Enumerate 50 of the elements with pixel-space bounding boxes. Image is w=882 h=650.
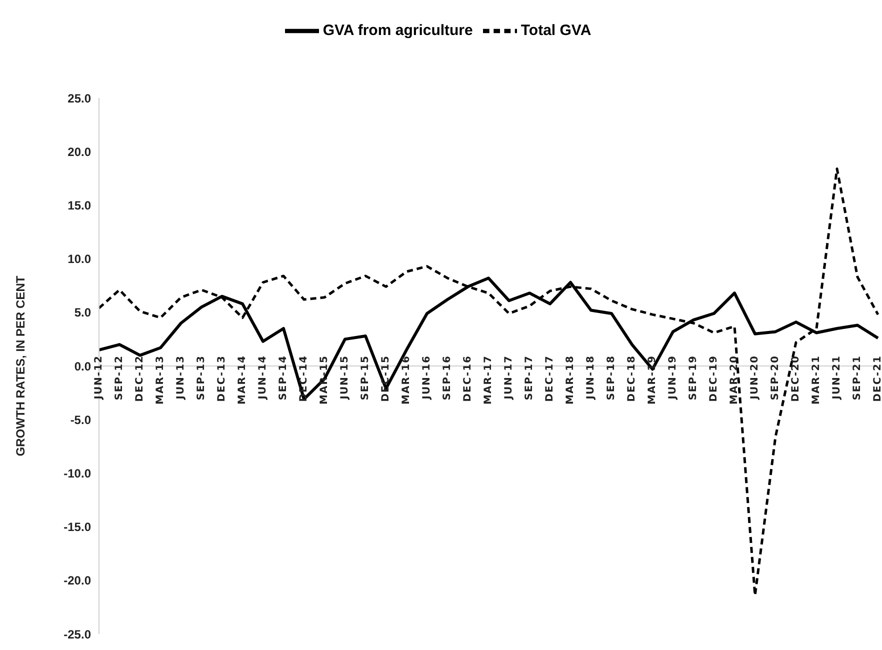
x-tick-label: SEP-12 [114,355,125,400]
x-tick-label: SEP-14 [278,355,289,400]
x-tick-label: DEC-21 [872,355,882,402]
x-tick-label: MAR-13 [155,355,166,404]
x-tick-label: SEP-21 [852,355,863,400]
x-tick-label: JUN-13 [176,355,186,400]
y-tick-label: -20.0 [64,574,92,588]
x-tick-label: DEC-17 [544,355,556,402]
x-tick-label: DEC-18 [626,355,638,402]
x-tick-label: JUN-20 [750,355,760,400]
y-tick-label: 20.0 [68,144,92,159]
y-tick-label: 5.0 [74,306,92,320]
x-tick-label: JUN-19 [668,355,678,400]
y-tick-label: -5.0 [70,412,92,427]
y-tick-label: -15.0 [64,520,92,534]
x-tick-label: SEP-20 [770,355,781,400]
y-tick-label: 25.0 [68,91,92,106]
x-tick-label: DEC-16 [462,355,474,402]
y-tick-label: 15.0 [68,198,92,212]
x-tick-label: JUN-14 [258,355,268,400]
x-tick-label: JUN-16 [422,355,432,400]
x-tick-label: SEP-17 [524,355,535,400]
y-tick-label: 0.0 [74,359,92,374]
x-tick-label: DEC-13 [216,355,228,402]
x-tick-label: MAR-17 [483,355,494,404]
x-tick-label: DEC-15 [380,355,392,402]
y-tick-label: -10.0 [64,466,92,480]
x-tick-label: SEP-18 [606,355,617,400]
y-tick-label: 10.0 [68,252,92,266]
x-tick-label: JUN-21 [832,355,842,400]
x-tick-label: SEP-19 [688,355,699,400]
x-tick-label: DEC-19 [708,355,720,402]
x-tick-label: SEP-15 [360,355,371,400]
x-tick-label: SEP-16 [442,355,453,400]
x-tick-label: MAR-18 [565,355,576,404]
y-tick-label: -25.0 [64,627,92,642]
y-axis-title: GROWTH RATES, IN PER CENT [13,275,28,456]
x-tick-label: DEC-20 [790,355,802,402]
x-tick-label: JUN-15 [340,355,350,400]
x-tick-label: MAR-20 [729,355,740,404]
x-tick-label: MAR-21 [811,355,822,404]
x-tick-label: MAR-14 [237,355,248,404]
x-tick-label: MAR-16 [401,355,412,404]
x-tick-label: SEP-13 [196,355,207,400]
legend-label: Total GVA [520,22,592,39]
legend-label: GVA from agriculture [322,22,473,39]
x-tick-label: JUN-12 [94,355,104,400]
x-tick-label: JUN-17 [504,355,514,400]
x-tick-label: JUN-18 [586,355,596,400]
x-tick-label: DEC-12 [134,355,146,402]
